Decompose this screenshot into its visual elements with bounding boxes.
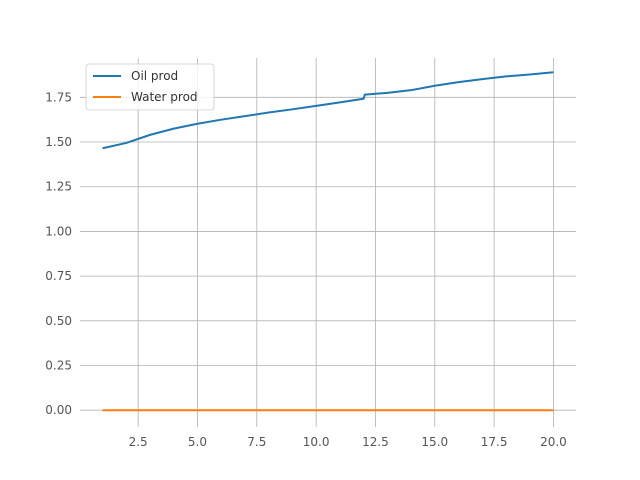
y-tick-label: 1.00	[45, 224, 72, 238]
x-tick-label: 12.5	[362, 435, 389, 449]
y-axis-tick-labels: 0.00 0.25 0.50 0.75 1.00 1.25 1.50 1.75	[45, 90, 72, 417]
x-tick-label: 5.0	[188, 435, 207, 449]
y-tick-label: 1.75	[45, 90, 72, 104]
x-tick-label: 10.0	[303, 435, 330, 449]
x-tick-label: 15.0	[421, 435, 448, 449]
legend: Oil prod Water prod	[85, 63, 215, 111]
x-tick-label: 2.5	[129, 435, 148, 449]
y-tick-label: 0.00	[45, 403, 72, 417]
series-line-oil-prod	[102, 71, 554, 150]
legend-label-water-prod: Water prod	[131, 90, 198, 104]
x-axis-tick-labels: 2.5 5.0 7.5 10.0 12.5 15.0 17.5 20.0	[129, 435, 567, 449]
y-tick-label: 1.25	[45, 180, 72, 194]
x-tick-label: 7.5	[247, 435, 266, 449]
x-tick-label: 20.0	[540, 435, 567, 449]
y-tick-label: 1.50	[45, 135, 72, 149]
series-lines	[102, 71, 554, 412]
legend-label-oil-prod: Oil prod	[131, 69, 178, 83]
x-tick-label: 17.5	[481, 435, 508, 449]
y-tick-label: 0.25	[45, 359, 72, 373]
y-tick-label: 0.75	[45, 269, 72, 283]
y-tick-label: 0.50	[45, 314, 72, 328]
